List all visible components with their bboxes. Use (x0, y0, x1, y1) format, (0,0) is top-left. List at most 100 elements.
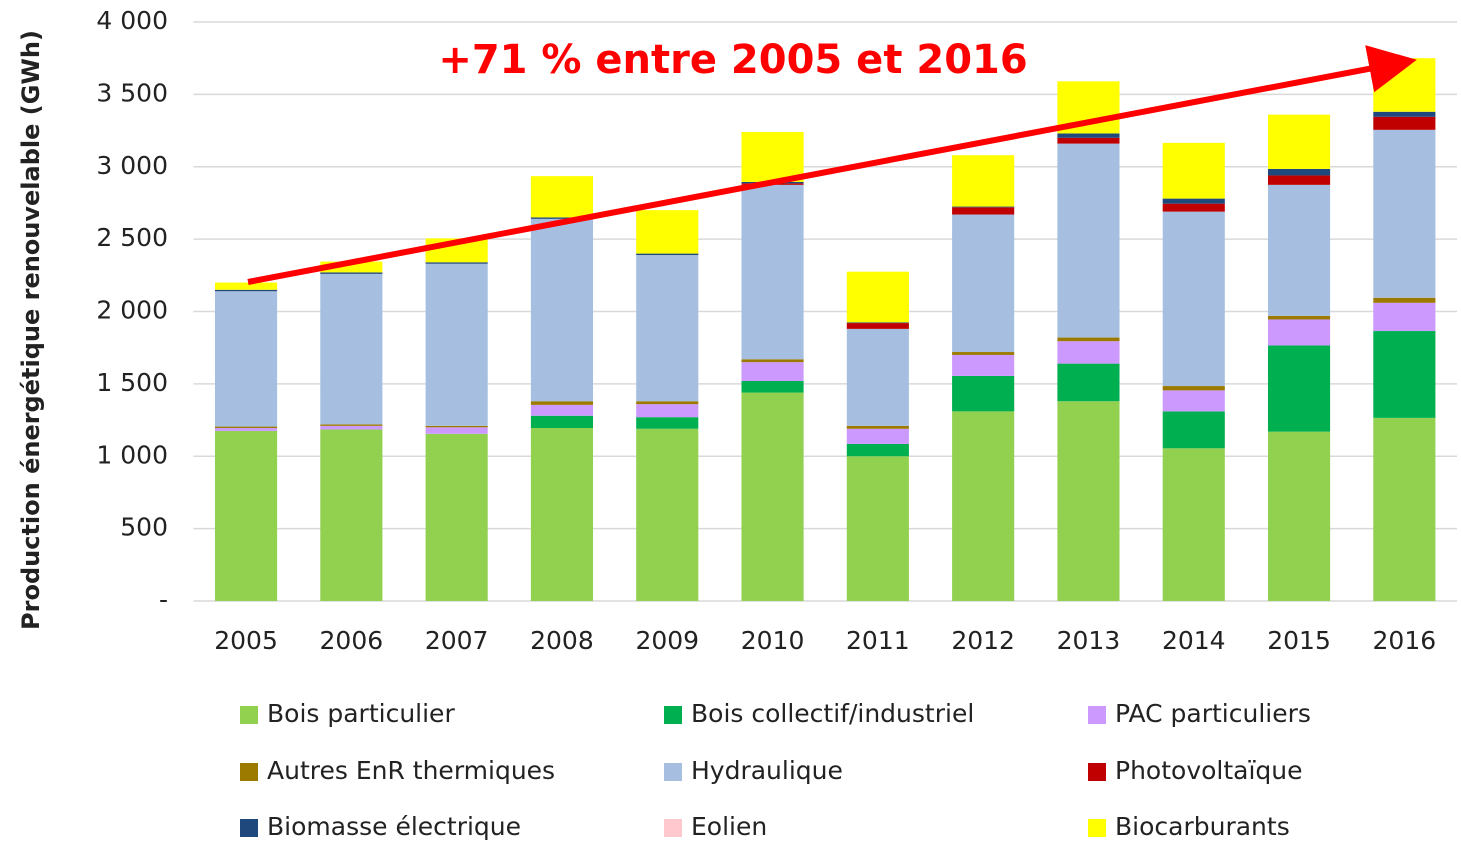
bar-segment (1267, 431, 1331, 601)
bar-segment (952, 155, 1015, 207)
legend-swatch (664, 819, 682, 837)
bar-segment (1267, 175, 1331, 185)
bar-segment (1057, 143, 1120, 338)
legend-label: Biocarburants (1115, 812, 1290, 841)
x-tick-label: 2016 (1373, 626, 1437, 655)
x-tick-label: 2005 (214, 626, 278, 655)
bar-segment (530, 217, 594, 219)
bar-segment (530, 401, 594, 405)
x-tick-label: 2008 (530, 626, 594, 655)
x-tick-label: 2009 (635, 626, 699, 655)
bar-segment (846, 328, 909, 426)
bar-segment (425, 263, 488, 426)
bar-segment (1373, 129, 1436, 298)
bar-segment (1267, 114, 1331, 169)
x-tick-label: 2007 (425, 626, 489, 655)
y-tick-label: 2 500 (96, 223, 168, 252)
legend-label: Biomasse électrique (267, 812, 521, 841)
bar-segment (320, 261, 383, 273)
legend-swatch (1088, 819, 1106, 837)
bar-segment (636, 428, 699, 601)
bar-segment (1267, 184, 1331, 316)
annotation: +71 % entre 2005 et 2016 (438, 37, 1027, 83)
legend-swatch (664, 763, 682, 781)
bar-segment (741, 359, 804, 363)
bar-segment (1057, 337, 1120, 342)
bar-segment (214, 430, 278, 601)
legend-label: Eolien (691, 812, 767, 841)
bar-segment (741, 380, 804, 393)
bar-segment (846, 323, 909, 329)
y-tick-label: 1 500 (96, 368, 168, 397)
legend-swatch (240, 763, 258, 781)
bar-segment (636, 401, 699, 405)
bar-segment (214, 428, 278, 431)
x-tick-label: 2006 (320, 626, 384, 655)
bar-segment (636, 404, 699, 418)
bar-segment (636, 255, 699, 402)
y-tick-label: 2 000 (96, 296, 168, 325)
legend-swatch (240, 819, 258, 837)
bar-segment (425, 427, 488, 434)
bar-segment (1373, 302, 1436, 332)
x-tick-label: 2015 (1267, 626, 1331, 655)
bar-segment (320, 272, 383, 274)
legend-label: PAC particuliers (1115, 699, 1311, 728)
bar-segment (530, 415, 594, 429)
bar-segment (952, 375, 1015, 412)
x-tick-label: 2012 (951, 626, 1015, 655)
bar-segment (952, 411, 1015, 601)
bar-segment (1057, 341, 1120, 364)
bar-segment (741, 392, 804, 601)
bar-segment (1162, 448, 1225, 601)
bar-segment (952, 214, 1015, 353)
bar-segment (846, 322, 909, 324)
bar-segment (425, 425, 488, 428)
legend-label: Photovoltaïque (1115, 756, 1303, 785)
y-tick-label: 1 000 (96, 440, 168, 469)
bar-segment (1057, 137, 1120, 144)
bar-segment (952, 354, 1015, 376)
bar-segment (1057, 133, 1120, 138)
bar-segment (1373, 417, 1436, 601)
x-tick-label: 2011 (846, 626, 910, 655)
bar-segment (214, 426, 278, 429)
bar-segment (214, 291, 278, 427)
x-tick-label: 2010 (741, 626, 805, 655)
bar-segment (846, 443, 909, 457)
legend-label: Bois collectif/industriel (691, 699, 974, 728)
bar-segment (530, 176, 594, 218)
bar-segment (1373, 111, 1436, 117)
y-tick-label: 3 000 (96, 151, 168, 180)
bar-segment (320, 429, 383, 601)
bar-segment (1267, 319, 1331, 346)
x-tick-label: 2014 (1162, 626, 1226, 655)
y-tick-label: - (159, 585, 168, 614)
bar-segment (530, 404, 594, 416)
legend-swatch (1088, 763, 1106, 781)
bar-segment (952, 206, 1015, 208)
bar-segment (846, 271, 909, 323)
bar-segment (1057, 363, 1120, 402)
bar-segment (1162, 386, 1225, 391)
legend-label: Autres EnR thermiques (267, 756, 555, 785)
bar-segment (952, 207, 1015, 215)
bar-segment (320, 273, 383, 425)
bar-segment (1373, 116, 1436, 130)
bar-segment (1267, 345, 1331, 432)
legend-label: Bois particulier (267, 699, 455, 728)
bar-segment (214, 282, 278, 290)
bar-segment (846, 428, 909, 444)
bar-segment (846, 456, 909, 601)
legend-swatch (664, 706, 682, 724)
bar-segment (320, 425, 383, 430)
bar-segment (1162, 142, 1225, 199)
legend-label: Hydraulique (691, 756, 843, 785)
y-axis-title: Production énergétique renouvelable (GWh… (17, 30, 45, 630)
y-tick-label: 500 (120, 513, 168, 542)
bar-segment (636, 417, 699, 429)
bar-segment (1162, 390, 1225, 412)
bar-segment (530, 218, 594, 402)
bar-segment (952, 352, 1015, 355)
x-tick-label: 2013 (1057, 626, 1121, 655)
